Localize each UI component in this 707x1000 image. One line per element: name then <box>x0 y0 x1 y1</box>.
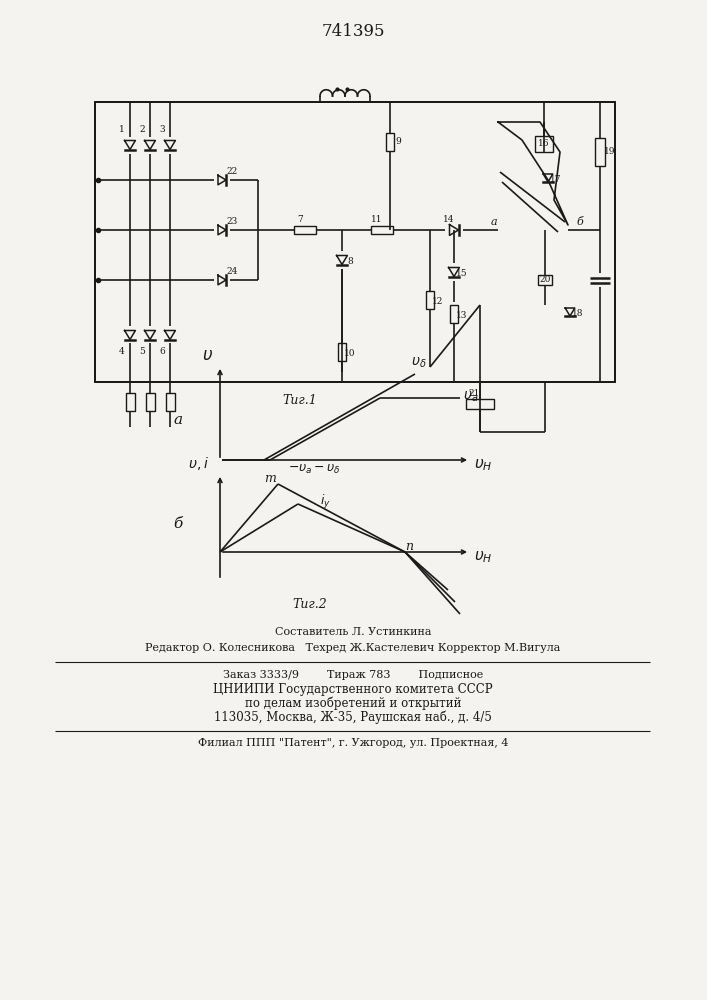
Text: 20: 20 <box>539 275 551 284</box>
Text: 15: 15 <box>456 269 468 278</box>
Text: 11: 11 <box>371 216 382 225</box>
Bar <box>294 226 316 234</box>
Bar <box>386 133 394 151</box>
Text: a: a <box>173 413 182 427</box>
Text: 21: 21 <box>468 389 479 398</box>
Text: Τиг.1: Τиг.1 <box>283 393 317 406</box>
Text: 23: 23 <box>226 217 238 226</box>
Bar <box>426 291 434 309</box>
Text: 3: 3 <box>159 125 165 134</box>
Text: $\upsilon,i$: $\upsilon,i$ <box>187 455 209 472</box>
Text: по делам изобретений и открытий: по делам изобретений и открытий <box>245 696 461 710</box>
Text: 1: 1 <box>119 125 125 134</box>
Text: 9: 9 <box>395 137 401 146</box>
Text: m: m <box>264 472 276 485</box>
Text: Τиг.2: Τиг.2 <box>293 598 327 611</box>
Text: Филиал ППП "Патент", г. Ужгород, ул. Проектная, 4: Филиал ППП "Патент", г. Ужгород, ул. Про… <box>198 738 508 748</box>
Text: 8: 8 <box>347 257 353 266</box>
Text: $-\upsilon_a-\upsilon_\delta$: $-\upsilon_a-\upsilon_\delta$ <box>288 463 341 476</box>
Text: 113035, Москва, Ж-35, Раушская наб., д. 4/5: 113035, Москва, Ж-35, Раушская наб., д. … <box>214 710 492 724</box>
Text: n: n <box>405 540 413 554</box>
Bar <box>165 393 175 411</box>
Text: 2: 2 <box>139 125 145 134</box>
Text: 13: 13 <box>456 312 468 320</box>
Text: 12: 12 <box>432 298 444 306</box>
Text: 19: 19 <box>604 147 616 156</box>
Text: 5: 5 <box>139 348 145 357</box>
Text: $\upsilon_H$: $\upsilon_H$ <box>474 457 493 473</box>
Bar <box>371 226 393 234</box>
Text: 6: 6 <box>159 348 165 357</box>
Text: 16: 16 <box>538 139 550 148</box>
Bar <box>95 102 615 382</box>
Text: Редактор О. Колесникова   Техред Ж.Кастелевич Корректор М.Вигула: Редактор О. Колесникова Техред Ж.Кастеле… <box>146 643 561 653</box>
Text: 14: 14 <box>443 215 455 224</box>
Text: б: б <box>577 217 583 227</box>
Text: Составитель Л. Устинкина: Составитель Л. Устинкина <box>275 627 431 637</box>
Bar <box>338 343 346 361</box>
Text: б: б <box>173 517 182 531</box>
Text: 24: 24 <box>226 266 238 275</box>
Text: 4: 4 <box>119 348 125 357</box>
Text: 22: 22 <box>226 166 238 176</box>
Bar <box>126 393 134 411</box>
Text: $\upsilon_H$: $\upsilon_H$ <box>474 549 493 565</box>
Text: 18: 18 <box>572 310 584 318</box>
Text: 10: 10 <box>344 350 356 359</box>
Text: Заказ 3333/9        Тираж 783        Подписное: Заказ 3333/9 Тираж 783 Подписное <box>223 670 483 680</box>
Text: ЦНИИПИ Государственного комитета СССР: ЦНИИПИ Государственного комитета СССР <box>214 682 493 696</box>
Bar <box>538 275 552 285</box>
Text: 7: 7 <box>297 216 303 225</box>
Bar <box>146 393 155 411</box>
Bar <box>595 138 605 166</box>
Bar <box>466 399 494 409</box>
Text: 741395: 741395 <box>321 23 385 40</box>
Text: a: a <box>491 217 497 227</box>
Text: $\upsilon$: $\upsilon$ <box>202 347 214 364</box>
Text: $\upsilon_\delta$: $\upsilon_\delta$ <box>411 356 426 370</box>
Text: 17: 17 <box>550 176 562 184</box>
Text: $i_y$: $i_y$ <box>320 493 331 511</box>
Text: $\upsilon_a$: $\upsilon_a$ <box>463 390 479 404</box>
Bar <box>450 305 458 323</box>
Bar <box>535 136 553 152</box>
